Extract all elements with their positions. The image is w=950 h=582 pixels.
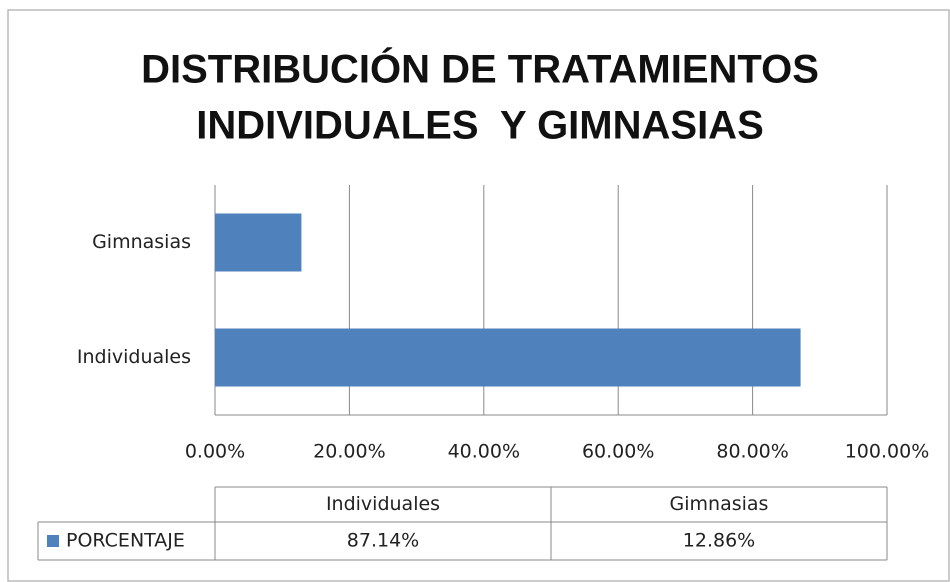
data-label: 87.14% xyxy=(347,530,419,552)
x-tick-label: 100.00% xyxy=(845,441,930,463)
table-header: Gimnasias xyxy=(670,493,769,515)
y-tick-label: Gimnasias xyxy=(92,231,191,253)
table-header: Individuales xyxy=(326,493,440,515)
chart-frame xyxy=(7,9,950,582)
chart-title: DISTRIBUCIÓN DE TRATAMIENTOS xyxy=(141,46,819,92)
data-label: 12.86% xyxy=(683,530,755,552)
x-tick-label: 20.00% xyxy=(313,441,385,463)
x-tick-label: 0.00% xyxy=(185,441,245,463)
y-tick-label: Individuales xyxy=(77,346,191,368)
bar xyxy=(215,213,302,272)
chart-title: INDIVIDUALES Y GIMNASIAS xyxy=(196,104,764,148)
bar xyxy=(215,328,801,387)
legend-swatch xyxy=(47,535,59,547)
x-tick-label: 80.00% xyxy=(716,441,788,463)
x-tick-label: 40.00% xyxy=(448,441,520,463)
x-tick-label: 60.00% xyxy=(582,441,654,463)
legend-label: PORCENTAJE xyxy=(66,530,185,552)
